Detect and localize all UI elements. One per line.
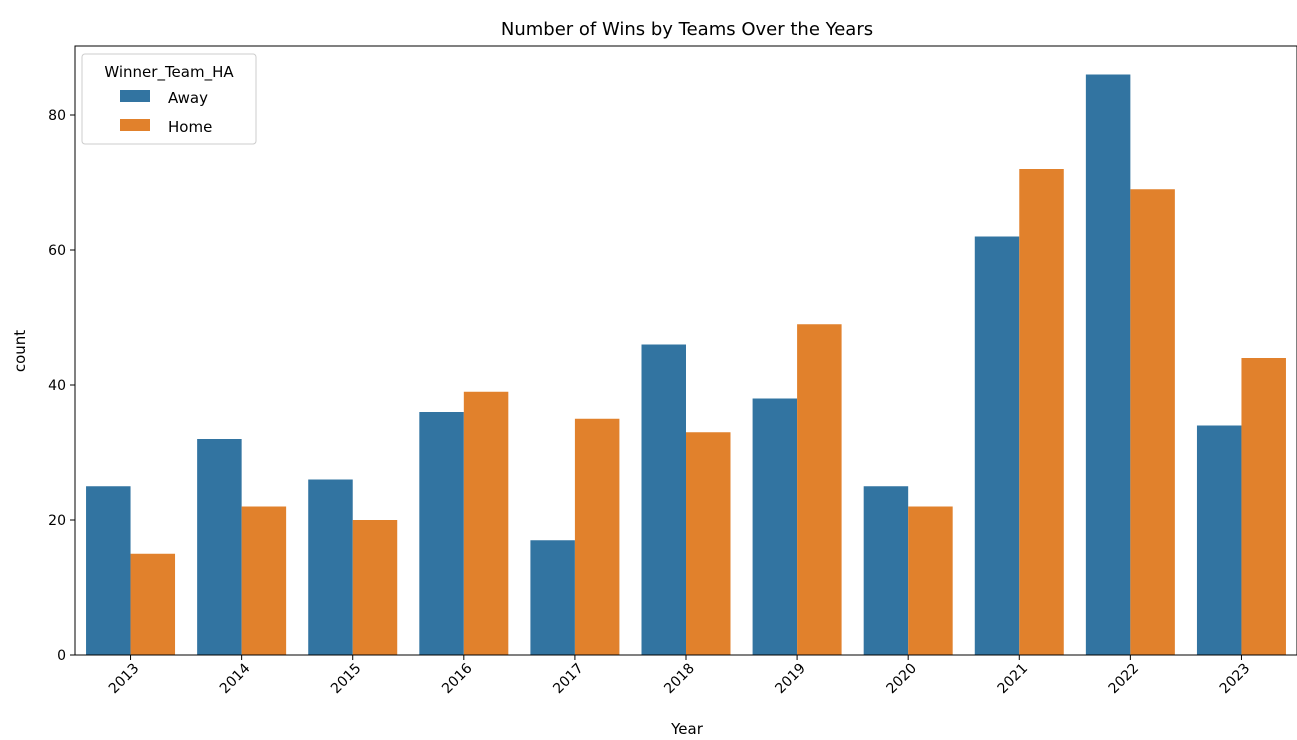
x-tick-label: 2014 — [217, 660, 254, 697]
x-tick-label: 2015 — [328, 661, 365, 698]
bar-away-2019 — [752, 398, 798, 655]
plot-area: 2013 2014 2015 2016 2017 2018 2019 2020 2021 2022… — [48, 74, 1286, 698]
x-tick-label: 2018 — [661, 661, 698, 698]
bar-away-2018 — [641, 344, 686, 655]
bar-home-2020 — [908, 506, 953, 655]
bar-away-2013 — [86, 486, 131, 655]
bar-home-2016 — [463, 391, 509, 655]
bar-home-2021 — [1019, 169, 1064, 655]
x-tick-label: 2013 — [106, 661, 143, 698]
legend-label-away: Away — [168, 89, 208, 107]
bar-away-2023 — [1196, 425, 1242, 655]
x-tick-label: 2023 — [1217, 661, 1254, 698]
x-axis-label: Year — [670, 720, 704, 738]
bar-away-2017 — [530, 540, 575, 655]
bar-away-2022 — [1085, 74, 1131, 655]
bar-home-2017 — [574, 418, 620, 655]
legend-swatch-away — [120, 90, 150, 102]
y-axis-label: count — [11, 330, 29, 372]
legend-title: Winner_Team_HA — [104, 63, 234, 82]
x-tick-label: 2022 — [1106, 661, 1143, 698]
bar-away-2014 — [197, 439, 242, 655]
x-tick-label: 2017 — [550, 661, 587, 698]
x-tick-label: 2021 — [995, 661, 1032, 698]
bar-home-2022 — [1130, 189, 1175, 655]
y-tick-label: 80 — [48, 108, 66, 124]
bar-home-2018 — [686, 432, 731, 655]
plot-frame — [74, 45, 1297, 656]
y-tick-label: 60 — [48, 243, 66, 259]
y-tick-label: 20 — [48, 513, 66, 529]
x-tick-label: 2020 — [883, 661, 920, 698]
legend-label-home: Home — [168, 118, 212, 136]
bar-away-2016 — [419, 412, 464, 655]
bar-home-2019 — [797, 324, 842, 655]
bar-home-2015 — [352, 520, 398, 655]
chart-title: Number of Wins by Teams Over the Years — [501, 19, 873, 40]
x-tick-label: 2019 — [772, 661, 809, 698]
legend: Winner_Team_HA Away Home — [81, 53, 257, 145]
legend-swatch-home — [120, 119, 150, 131]
bar-away-2020 — [863, 486, 909, 655]
bar-home-2023 — [1241, 358, 1286, 655]
y-tick-label: 40 — [48, 378, 66, 394]
y-tick-label: 0 — [57, 648, 66, 664]
x-tick-label: 2016 — [439, 660, 476, 697]
bar-home-2013 — [130, 553, 176, 655]
bar-home-2014 — [241, 506, 287, 655]
bar-away-2015 — [308, 479, 353, 655]
bar-away-2021 — [974, 236, 1020, 655]
